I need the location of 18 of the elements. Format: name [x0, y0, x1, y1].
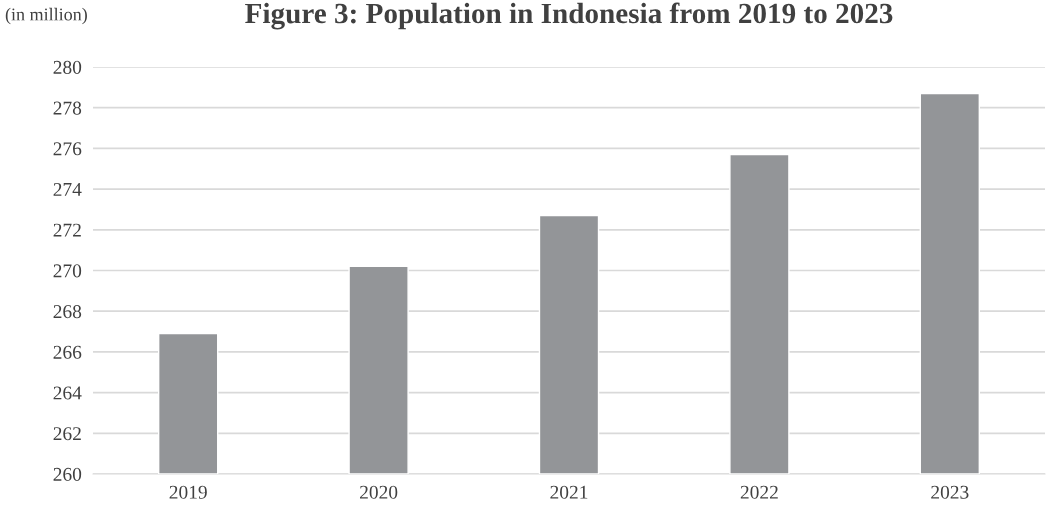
x-tick-label: 2021: [550, 485, 588, 499]
y-tick-label: 270: [53, 264, 82, 278]
y-tick-label: 266: [53, 345, 82, 359]
y-tick-label: 264: [53, 386, 82, 400]
chart-title: Figure 3: Population in Indonesia from 2019 to 2023: [245, 2, 893, 30]
y-tick-label: 280: [53, 60, 82, 74]
y-tick-label: 260: [53, 467, 82, 481]
y-axis-title: (in million): [5, 7, 87, 25]
x-tick-label: 2023: [931, 485, 969, 499]
y-tick-label: 274: [53, 182, 82, 196]
y-tick-label: 276: [53, 142, 82, 156]
x-tick-label: 2019: [169, 485, 207, 499]
x-tick-label: 2020: [360, 485, 398, 499]
y-tick-label: 262: [53, 427, 81, 441]
y-tick-label: 268: [53, 305, 82, 319]
x-tick-label: 2022: [740, 485, 778, 499]
y-tick-label: 272: [53, 223, 81, 237]
y-tick-label: 278: [53, 101, 82, 115]
